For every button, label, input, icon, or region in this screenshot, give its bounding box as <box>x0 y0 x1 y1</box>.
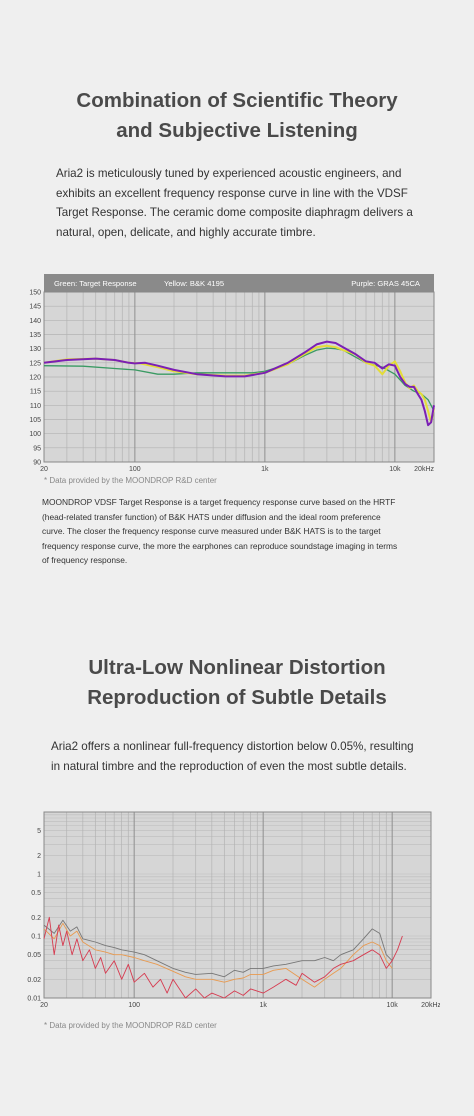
section2-paragraph: Aria2 offers a nonlinear full-frequency … <box>51 737 414 776</box>
y-tick-label: 115 <box>30 389 41 396</box>
section2-title-line1: Ultra-Low Nonlinear Distortion <box>88 656 386 679</box>
y-tick-label: 110 <box>30 403 41 410</box>
y-tick-label: 125 <box>29 360 41 367</box>
legend-purple: Purple: GRAS 45CA <box>351 279 421 288</box>
distortion-gray-line <box>43 919 393 978</box>
paragraph-line: Aria2 offers a nonlinear full-frequency … <box>51 740 414 753</box>
legend-yellow: Yellow: B&K 4195 <box>164 279 224 288</box>
section1-title-line2: and Subjective Listening <box>116 119 358 142</box>
x-tick-label: 1k <box>261 466 269 473</box>
legend-green: Green: Target Response <box>54 279 137 288</box>
x-tick-label: 20kHz <box>414 466 434 473</box>
bk4195-line <box>43 344 435 424</box>
y-tick-label: 2 <box>37 853 41 860</box>
description-line: curve. The closer the frequency response… <box>42 526 381 537</box>
paragraph-line: natural, open, delicate, and highly accu… <box>56 225 316 239</box>
section1-paragraph: Aria2 is meticulously tuned by experienc… <box>56 164 413 242</box>
y-tick-label: 5 <box>37 828 41 835</box>
frequency-response-chart: Green: Target Response Yellow: B&K 4195 Pu… <box>20 274 440 474</box>
distortion-orange-line <box>43 922 393 988</box>
x-tick-label: 10k <box>387 1002 399 1009</box>
description-line: of frequency response. <box>42 555 128 566</box>
section1-title-line1: Combination of Scientific Theory <box>76 89 398 112</box>
description-line: frequency response curve, the more the e… <box>42 540 398 551</box>
section2-title-line2: Reproduction of Subtle Details <box>87 686 387 709</box>
y-tick-label: 1 <box>37 872 41 879</box>
y-tick-label: 0.5 <box>31 890 41 897</box>
plot-border <box>43 291 435 463</box>
distortion-chart: 0.01 0.02 0.05 0.1 0.2 0.5 1 2 5 20 100 1k 10k 20kHz <box>20 808 440 1016</box>
y-tick-label: 140 <box>29 318 41 325</box>
y-tick-label: 0.02 <box>27 977 41 984</box>
y-tick-label: 105 <box>29 417 41 424</box>
plot-border <box>43 811 432 999</box>
section2-data-note: * Data provided by the MOONDROP R&D cent… <box>44 1021 217 1030</box>
description-line: (head-related transfer function) of B&K … <box>42 511 381 522</box>
y-tick-label: 100 <box>29 431 41 438</box>
y-tick-label: 135 <box>29 332 41 339</box>
y-tick-label: 0.2 <box>31 915 41 922</box>
x-tick-label: 20kHz <box>421 1002 440 1009</box>
plot-area <box>44 812 431 998</box>
y-tick-label: 90 <box>33 460 41 467</box>
x-tick-label: 100 <box>128 1002 140 1009</box>
y-tick-label: 130 <box>29 346 41 353</box>
paragraph-line: exhibits an excellent frequency response… <box>56 186 408 200</box>
y-tick-label: 0.05 <box>27 952 41 959</box>
distortion-svg: 0.01 0.02 0.05 0.1 0.2 0.5 1 2 5 20 100 1k 10k 20kHz <box>27 811 440 1009</box>
x-tick-label: 20 <box>40 1002 48 1009</box>
description-line: MOONDROP VDSF Target Response is a targe… <box>42 497 396 507</box>
y-tick-label: 120 <box>29 375 41 382</box>
y-tick-label: 0.1 <box>31 934 41 941</box>
section1-data-note: * Data provided by the MOONDROP R&D cent… <box>44 476 217 485</box>
frequency-response-svg: Green: Target Response Yellow: B&K 4195 Pu… <box>29 274 435 473</box>
paragraph-line: in natural timbre and the reproduction o… <box>51 759 407 773</box>
x-tick-label: 20 <box>40 466 48 473</box>
section1-description: MOONDROP VDSF Target Response is a targe… <box>42 495 397 568</box>
y-tick-label: 150 <box>29 290 41 297</box>
y-tick-label: 95 <box>33 445 41 452</box>
chart-header-bar <box>44 274 434 292</box>
x-tick-label: 1k <box>259 1002 267 1009</box>
gras45ca-line <box>43 340 435 427</box>
x-tick-label: 10k <box>389 466 401 473</box>
paragraph-line: Target Response. The ceramic dome compos… <box>56 206 413 220</box>
paragraph-line: Aria2 is meticulously tuned by experienc… <box>56 167 402 180</box>
x-tick-label: 100 <box>129 466 141 473</box>
target-response-line <box>43 347 435 412</box>
y-tick-label: 0.01 <box>27 996 41 1003</box>
y-tick-label: 145 <box>29 304 41 311</box>
distortion-red-line <box>43 916 403 999</box>
